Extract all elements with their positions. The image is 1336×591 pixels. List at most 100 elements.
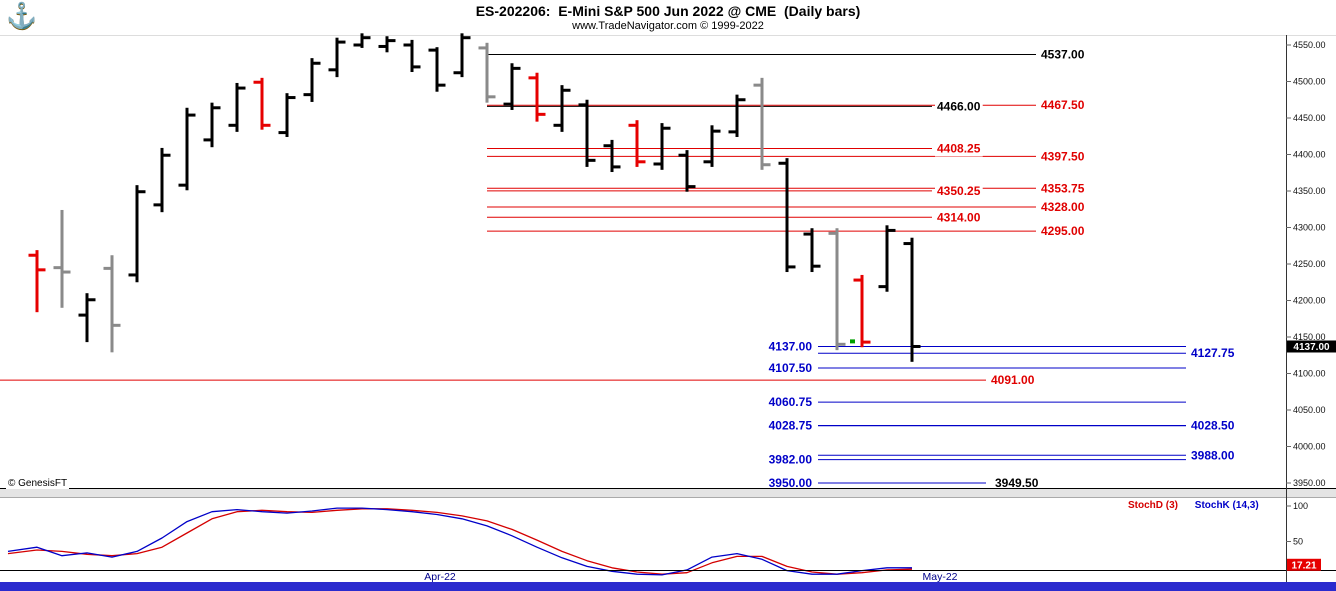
ohlc-bar: [910, 237, 914, 362]
price-level-label: 3950.00: [769, 476, 813, 490]
open-tick: [653, 162, 662, 166]
price-level-label: 3949.50: [995, 476, 1039, 490]
open-tick: [353, 43, 362, 47]
panel-separator: [0, 489, 1336, 497]
price-level-label: 4107.50: [769, 361, 813, 375]
ohlc-bar: [385, 36, 389, 53]
ohlc-bar: [210, 102, 214, 148]
open-tick: [28, 253, 37, 257]
price-axis-label: 4400.00: [1293, 150, 1326, 160]
open-tick: [378, 44, 387, 48]
ohlc-bar: [60, 209, 64, 308]
ohlc-bar: [660, 123, 664, 170]
price-level-label: 4353.75: [1041, 181, 1085, 195]
stoch-value-badge-text: 17.21: [1291, 560, 1316, 571]
stochk-legend-label: StochK (14,3): [1194, 500, 1259, 511]
price-level-label-bg: [1039, 148, 1087, 165]
price-level-label-bg: [766, 417, 815, 434]
open-tick: [178, 183, 187, 187]
close-tick: [212, 106, 221, 110]
close-tick: [262, 123, 271, 127]
price-level-label: 3988.00: [1191, 448, 1235, 462]
price-level-label: 4350.25: [937, 184, 981, 198]
price-level-label-bg: [935, 209, 983, 226]
price-axis-label: 4000.00: [1293, 442, 1326, 452]
open-tick: [478, 46, 487, 50]
price-level-label-bg: [1039, 199, 1087, 216]
ohlc-bar: [685, 150, 689, 192]
price-level-label-bg: [1189, 447, 1237, 464]
price-level-label: 4537.00: [1041, 47, 1085, 61]
stochd-line: [7, 508, 913, 575]
ohlc-bar: [335, 37, 339, 78]
open-tick: [78, 313, 87, 317]
close-tick: [387, 39, 396, 43]
stochk-line: [7, 507, 912, 576]
x-axis-month-label: Apr-22: [424, 571, 456, 583]
open-tick: [278, 131, 287, 135]
open-tick: [728, 130, 737, 134]
ohlc-bar: [160, 147, 164, 213]
ohlc-bar: [735, 94, 739, 137]
ohlc-bar: [485, 42, 489, 103]
stoch-value-badge: [1287, 558, 1321, 571]
price-level-label-bg: [935, 98, 983, 115]
ohlc-bar: [85, 293, 89, 343]
bottom-bar: [0, 582, 1336, 591]
price-level-label: 4028.75: [769, 419, 813, 433]
ohlc-bar: [260, 77, 264, 130]
close-tick: [912, 344, 921, 348]
ohlc-bar: [460, 33, 464, 78]
close-tick: [712, 129, 721, 133]
close-tick: [812, 264, 821, 268]
price-axis-label: 4300.00: [1293, 223, 1326, 233]
close-tick: [737, 98, 746, 102]
open-tick: [153, 203, 162, 207]
close-tick: [612, 165, 621, 169]
ohlc-bar: [885, 225, 889, 292]
open-tick: [553, 123, 562, 127]
close-tick: [237, 86, 246, 90]
open-tick: [428, 48, 437, 52]
open-tick: [303, 93, 312, 97]
stoch-legend: StochD (3) StochK (14,3): [1128, 500, 1273, 511]
close-tick: [337, 40, 346, 44]
ohlc-bar: [110, 255, 114, 353]
genesisft-copyright: © GenesisFT: [6, 478, 70, 489]
chart-subtitle: www.TradeNavigator.com © 1999-2022: [572, 20, 764, 32]
open-tick: [903, 242, 912, 246]
price-level-label-bg: [993, 475, 1041, 491]
price-level-label: 4467.50: [1041, 98, 1085, 112]
price-axis-label: 4350.00: [1293, 186, 1326, 196]
ohlc-bar: [510, 63, 514, 110]
ohlc-bar: [610, 139, 614, 173]
close-tick: [887, 228, 896, 232]
price-level-label-bg: [935, 182, 983, 199]
price-level-label: 4397.50: [1041, 149, 1085, 163]
ohlc-bar: [785, 158, 789, 273]
price-axis-label: 4550.00: [1293, 40, 1326, 50]
price-level-label-bg: [1039, 180, 1087, 197]
ohlc-bar: [285, 93, 289, 137]
open-tick: [603, 144, 612, 148]
price-level-label: 4314.00: [937, 210, 981, 224]
stochd-legend-label: StochD (3): [1128, 500, 1178, 511]
price-level-label-bg: [1039, 97, 1087, 114]
ohlc-bar: [710, 125, 714, 167]
open-tick: [703, 160, 712, 164]
price-level-label: 4127.75: [1191, 346, 1235, 360]
close-tick: [837, 342, 846, 346]
open-tick: [878, 285, 887, 289]
ohlc-bar: [635, 120, 639, 167]
price-level-label: 4328.00: [1041, 200, 1085, 214]
ohlc-bar: [835, 228, 839, 351]
price-level-label-bg: [1039, 223, 1087, 240]
close-tick: [637, 160, 646, 164]
ohlc-bar: [135, 185, 139, 283]
price-level-label: 4295.00: [1041, 224, 1085, 238]
price-level-label-bg: [989, 372, 1037, 389]
stoch-axis-label: 50: [1293, 537, 1303, 547]
ohlc-bar: [235, 82, 239, 132]
